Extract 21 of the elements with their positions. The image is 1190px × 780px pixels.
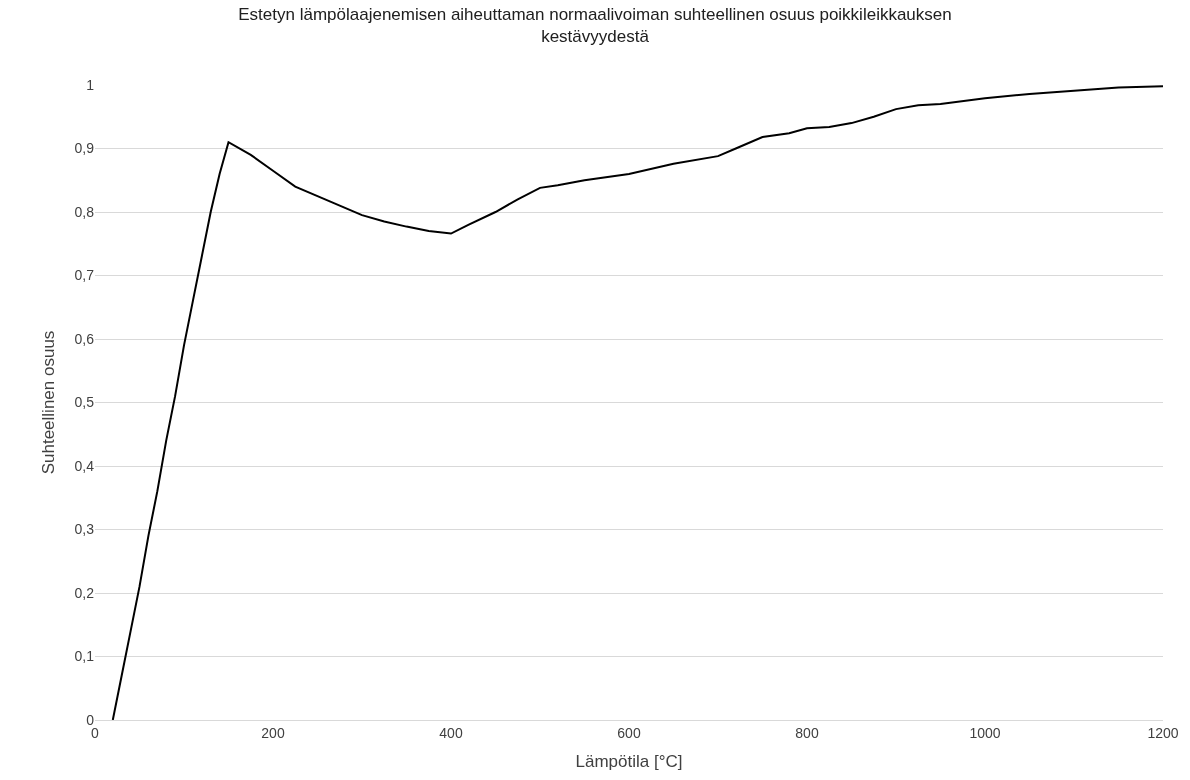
x-tick-label: 1000 — [969, 724, 1001, 741]
y-tick-label: 0 — [86, 711, 95, 728]
y-tick-label: 0,6 — [74, 330, 95, 347]
x-tick-label: 800 — [795, 724, 819, 741]
y-tick-label: 1 — [86, 76, 95, 93]
y-tick-label: 0,2 — [74, 584, 95, 601]
y-tick-label: 0,1 — [74, 648, 95, 665]
x-axis-title: Lämpötila [°C] — [575, 752, 683, 772]
y-tick-label: 0,7 — [74, 267, 95, 284]
x-tick-label: 400 — [439, 724, 463, 741]
y-tick-label: 0,3 — [74, 521, 95, 538]
x-tick-label: 200 — [261, 724, 285, 741]
chart-title: Estetyn lämpölaajenemisen aiheuttaman normaalivoiman suhteellinen osuus poikkileikkauksen kestävyydestä — [238, 4, 952, 46]
y-tick-label: 0,9 — [74, 140, 95, 157]
y-tick-label: 0,5 — [74, 394, 95, 411]
line-series — [111, 85, 1163, 720]
y-tick-label: 0,4 — [74, 457, 95, 474]
x-tick-label: 1200 — [1147, 724, 1179, 741]
y-axis-title: Suhteellinen osuus — [39, 330, 59, 475]
y-tick-label: 0,8 — [74, 203, 95, 220]
x-tick-label: 600 — [617, 724, 641, 741]
